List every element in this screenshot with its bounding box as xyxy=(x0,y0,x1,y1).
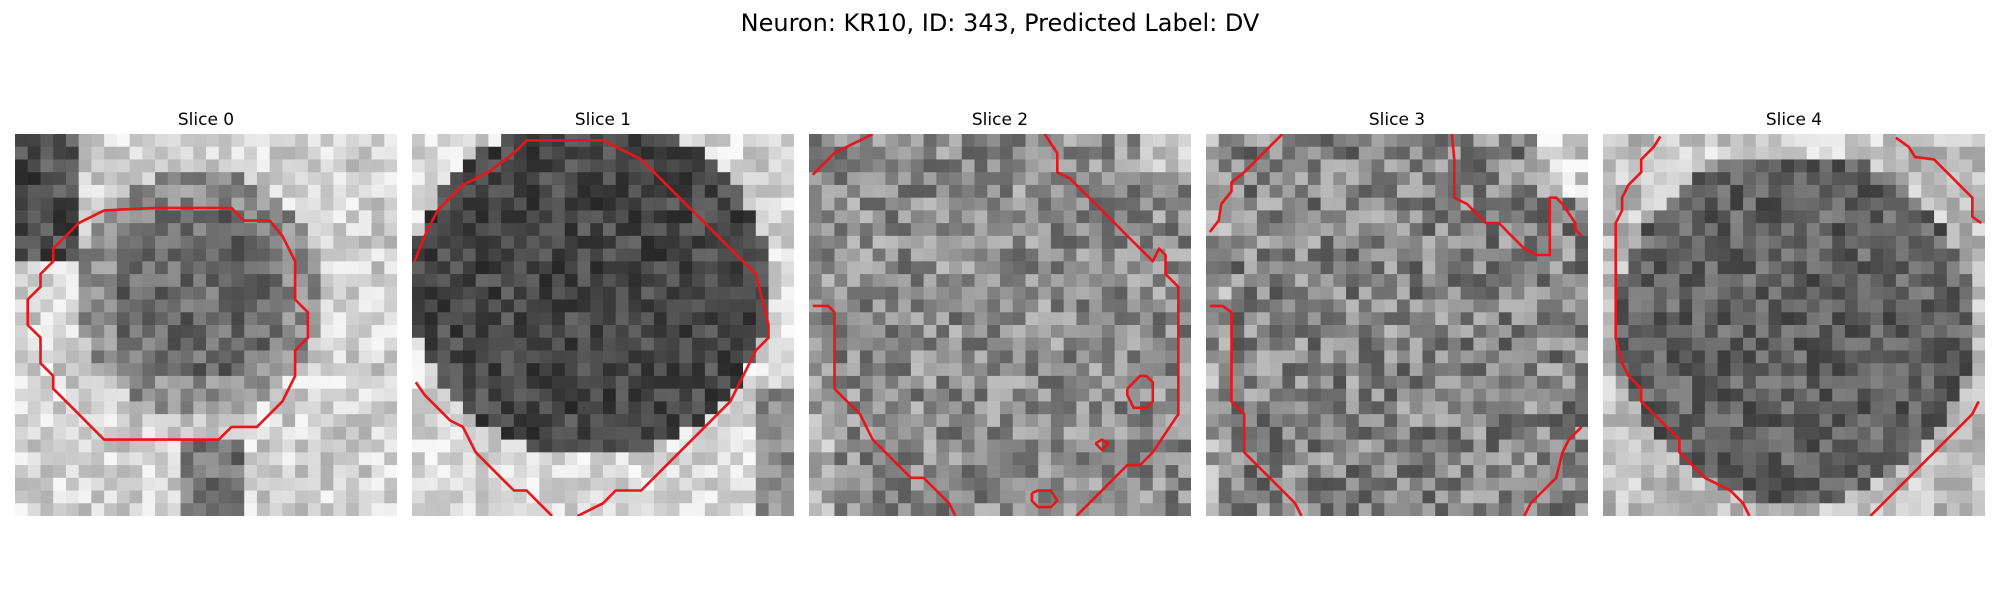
slice-image-0 xyxy=(15,134,397,516)
contour-line-0 xyxy=(811,134,874,176)
contour-line-1 xyxy=(1450,134,1583,257)
contour-line-0 xyxy=(1614,135,1751,516)
slice-title-2: Slice 2 xyxy=(971,110,1029,130)
pixel-grid xyxy=(412,134,794,516)
slice-image-1 xyxy=(412,134,794,516)
slice-title-0: Slice 0 xyxy=(177,110,235,130)
contour-line-1 xyxy=(1043,134,1180,516)
slice-panel-3: Slice 3 xyxy=(1206,110,1588,516)
slice-image-4 xyxy=(1603,134,1985,516)
slice-title-4: Slice 4 xyxy=(1765,110,1823,130)
contour-line-5 xyxy=(1030,489,1059,509)
contour-line-3 xyxy=(1125,374,1155,410)
contour-line-2 xyxy=(1209,304,1303,516)
contour-line-1 xyxy=(414,381,554,516)
slice-panel-2: Slice 2 xyxy=(809,110,1191,516)
slice-panel-0: Slice 0 xyxy=(15,110,397,516)
contour-line-4 xyxy=(1094,438,1110,452)
slice-panel-4: Slice 4 xyxy=(1603,110,1985,516)
slice-title-3: Slice 3 xyxy=(1368,110,1426,130)
contour-line-0 xyxy=(26,206,310,441)
contour-line-2 xyxy=(812,304,957,516)
contour-line-0 xyxy=(413,139,770,516)
figure-title: Neuron: KR10, ID: 343, Predicted Label: … xyxy=(740,9,1260,37)
slice-image-3 xyxy=(1206,134,1588,516)
contour-line-1 xyxy=(1895,136,1982,225)
pixel-grid xyxy=(1206,134,1588,516)
pixel-grid xyxy=(809,134,1191,516)
pixel-grid xyxy=(1603,134,1985,516)
slice-image-2 xyxy=(809,134,1191,516)
contour-line-0 xyxy=(1208,134,1284,233)
contour-line-2 xyxy=(1869,400,1980,516)
contour-line-3 xyxy=(1523,425,1583,516)
pixel-grid xyxy=(15,134,397,516)
slice-panel-1: Slice 1 xyxy=(412,110,794,516)
slice-title-1: Slice 1 xyxy=(574,110,632,130)
